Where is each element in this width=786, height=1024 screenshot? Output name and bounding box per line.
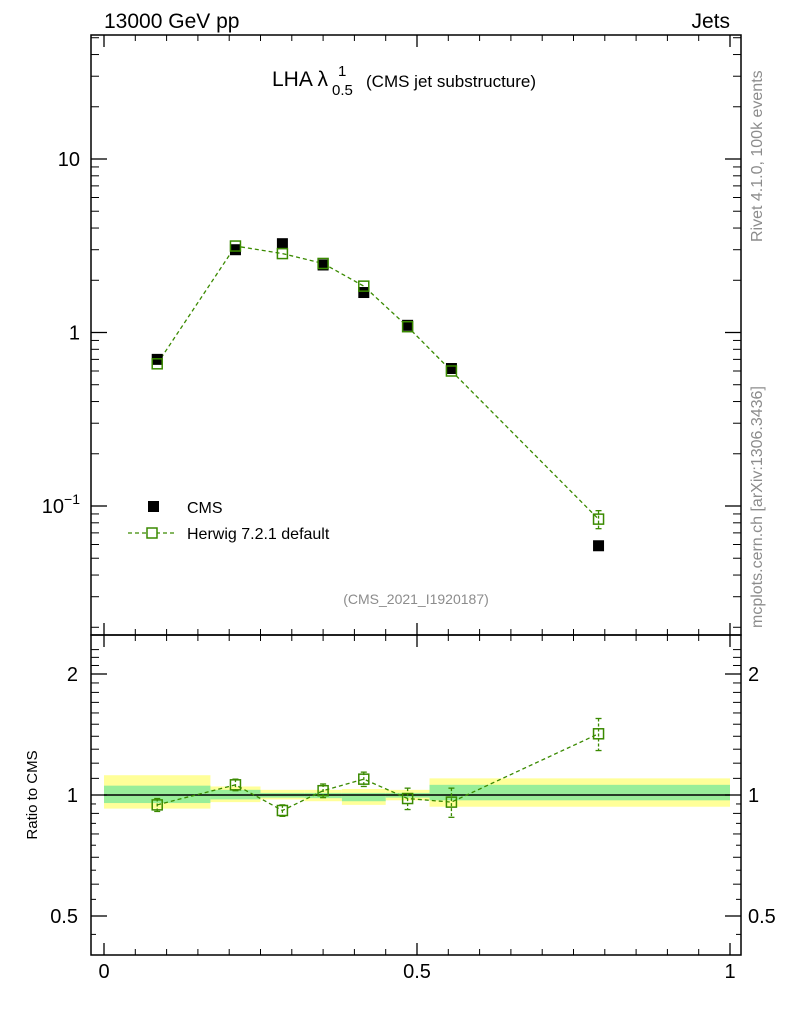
ratio-y-tick-label-right: 0.5: [748, 906, 776, 928]
plot-title: LHA λ 1 0.5 (CMS jet substructure): [272, 63, 536, 99]
axes-ticks: 0 0.5 1 10−1 1 10 0.5 0.5 1 1 2 2: [42, 35, 776, 983]
main-series: [151, 238, 605, 552]
ratio-point: [358, 773, 370, 785]
ratio-y-tick-label-right: 1: [748, 785, 759, 807]
herwig-point: [401, 320, 414, 333]
ratio-series: [151, 717, 605, 818]
x-tick-label: 1: [724, 961, 735, 983]
header-right: Jets: [691, 10, 730, 33]
ratio-ylabel: Ratio to CMS: [24, 750, 41, 839]
title-main: LHA λ: [272, 68, 329, 91]
herwig-point: [151, 358, 163, 370]
ratio-y-tick-label-left: 1: [67, 785, 78, 807]
y-tick-label: 10: [58, 149, 80, 171]
analysis-id: (CMS_2021_I1920187): [343, 591, 489, 607]
ratio-bands: [104, 775, 730, 809]
y-tick-label: 1: [69, 323, 80, 345]
legend-marker-herwig: [146, 527, 158, 539]
legend: CMS Herwig 7.2.1 default: [128, 500, 330, 543]
ratio-y-tick-label-left: 2: [67, 664, 78, 686]
ratio-y-tick-label-right: 2: [748, 664, 759, 686]
herwig-point: [276, 247, 289, 260]
main-panel-frame: [90, 34, 742, 636]
rivet-label: Rivet 4.1.0, 100k events: [749, 70, 766, 242]
legend-label-cms: CMS: [187, 500, 223, 517]
mcplots-label: mcplots.cern.ch [arXiv:1306.3436]: [749, 386, 766, 628]
title-subscript: 0.5: [332, 82, 353, 99]
ratio-point: [445, 796, 458, 808]
ratio-point: [276, 804, 289, 817]
cms-point: [229, 244, 241, 256]
legend-label-herwig: Herwig 7.2.1 default: [187, 526, 330, 543]
herwig-point: [358, 280, 370, 292]
cms-point: [317, 259, 329, 271]
band-inner-4: [341, 792, 386, 802]
header-left: 13000 GeV pp: [104, 10, 239, 33]
ratio-point: [317, 784, 329, 797]
ratio-point: [401, 792, 414, 805]
legend-marker-cms: [148, 501, 159, 512]
herwig-point: [229, 240, 242, 252]
y-tick-label: 10−1: [42, 491, 80, 518]
herwig-point: [445, 365, 458, 377]
ratio-point: [592, 728, 605, 740]
title-suffix: (CMS jet substructure): [366, 72, 536, 91]
cms-point: [402, 319, 414, 331]
cms-point: [358, 287, 370, 299]
cms-point: [593, 540, 605, 552]
title-superscript: 1: [338, 63, 346, 80]
x-tick-label: 0: [98, 961, 109, 983]
herwig-point: [317, 257, 329, 270]
ratio-point: [151, 799, 163, 811]
cms-point: [445, 363, 457, 375]
x-tick-label: 0.5: [403, 961, 431, 983]
herwig-point: [592, 513, 605, 525]
cms-point: [276, 238, 288, 250]
band-inner-6: [429, 784, 730, 801]
ratio-y-tick-label-left: 0.5: [50, 906, 78, 928]
ratio-point: [229, 779, 242, 791]
svg-text:LHA λ: LHA λ: [272, 68, 329, 91]
herwig-line: [156, 245, 600, 520]
